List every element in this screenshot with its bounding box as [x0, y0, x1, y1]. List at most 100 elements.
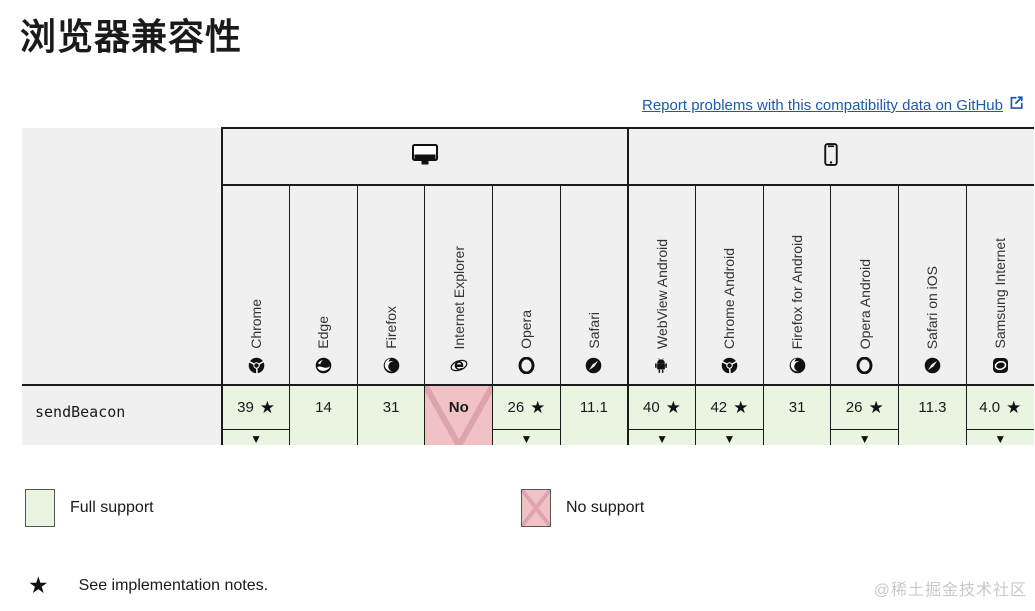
expand-notes-button[interactable]: ▼: [831, 429, 899, 445]
feature-row-sendBeacon: sendBeacon 39 ★ ▼ 14 31 No 26 ★ ▼ 11.1 40 ★ ▼ 42 ★ ▼ 31 26…: [22, 384, 1034, 445]
safari-icon: [924, 357, 941, 374]
support-cell-samsung-internet[interactable]: 4.0 ★ ▼: [965, 384, 1034, 445]
support-cell-chrome[interactable]: 39 ★ ▼: [221, 384, 290, 445]
platform-group-header-desktop: [221, 127, 628, 186]
browser-name: Internet Explorer: [450, 245, 467, 350]
edge-icon: [315, 357, 332, 374]
version-text: 26: [845, 399, 863, 416]
chrome-icon: [721, 357, 738, 374]
support-value: 42 ★: [696, 386, 763, 429]
support-cell-opera[interactable]: 26 ★ ▼: [492, 384, 561, 445]
support-value: 31: [764, 386, 831, 429]
version-text: 14: [315, 399, 332, 416]
browser-head-webview-android: WebView Android: [629, 186, 695, 384]
browser-header-opera: Opera: [492, 185, 561, 386]
support-cell-opera-android[interactable]: 26 ★ ▼: [830, 384, 899, 445]
support-value: 14: [290, 386, 357, 429]
star-icon: ★: [28, 572, 49, 598]
expand-notes-button[interactable]: ▼: [696, 429, 763, 445]
browser-header-chrome: Chrome: [221, 185, 290, 386]
support-cell-edge: 14: [289, 384, 358, 445]
support-value: 11.3: [899, 386, 966, 429]
report-link-row: Report problems with this compatibility …: [642, 95, 1024, 114]
version-text: 31: [382, 399, 400, 416]
support-cell-safari-ios: 11.3: [898, 384, 967, 445]
browser-name: Safari: [585, 312, 602, 349]
chevron-down-icon: ▼: [723, 432, 736, 445]
support-cell-firefox: 31: [356, 384, 425, 445]
browser-header-chrome-android: Chrome Android: [695, 185, 764, 386]
support-value: 26 ★: [493, 386, 560, 429]
external-link-icon: [1009, 95, 1024, 114]
implementation-note-star-icon: ★: [733, 398, 749, 417]
full-support-label: Full support: [70, 499, 154, 516]
platform-group-header-mobile: [626, 127, 1034, 186]
safari-icon: [585, 357, 602, 374]
opera-icon: [856, 356, 873, 375]
internet-explorer-icon: [450, 357, 468, 374]
browser-head-safari-ios: Safari on iOS: [899, 186, 966, 384]
support-cell-ie: No: [424, 384, 493, 445]
full-support-swatch: [25, 489, 55, 527]
support-value: No: [425, 386, 492, 429]
implementation-notes-legend: ★ See implementation notes.: [28, 574, 268, 597]
version-text: 31: [788, 399, 806, 416]
implementation-note-star-icon: ★: [868, 398, 884, 417]
support-value: 31: [358, 386, 425, 429]
version-text: 11.3: [918, 399, 947, 416]
expand-notes-button[interactable]: ▼: [223, 429, 290, 445]
support-cell-firefox-android: 31: [762, 384, 831, 445]
browser-name: Firefox for Android: [789, 234, 806, 349]
browser-head-samsung-internet: Samsung Internet: [967, 186, 1034, 384]
implementation-note-star-icon: ★: [1006, 398, 1022, 417]
report-github-link-label: Report problems with this compatibility …: [642, 97, 1003, 114]
browser-name: Chrome: [248, 299, 265, 349]
feature-name: sendBeacon: [22, 384, 223, 445]
chevron-down-icon: ▼: [656, 432, 668, 445]
browser-name: WebView Android: [654, 239, 671, 349]
browser-header-firefox-android: Firefox for Android: [762, 185, 831, 386]
support-cell-chrome-android[interactable]: 42 ★ ▼: [695, 384, 764, 445]
version-text: 11.1: [579, 399, 608, 416]
chevron-down-icon: ▼: [858, 432, 871, 445]
browser-name: Firefox: [383, 306, 400, 349]
samsung-internet-icon: [992, 357, 1009, 374]
browser-header-opera-android: Opera Android: [830, 185, 899, 386]
support-value: 40 ★: [629, 386, 695, 429]
version-text: 39: [237, 399, 254, 416]
browser-head-opera: Opera: [493, 186, 560, 384]
browser-head-chrome: Chrome: [223, 186, 289, 384]
report-github-link[interactable]: Report problems with this compatibility …: [642, 95, 1024, 114]
browser-name: Opera: [518, 310, 535, 349]
firefox-icon: [383, 357, 400, 374]
browser-header-safari-ios: Safari on iOS: [898, 185, 967, 386]
no-support-label: No support: [566, 499, 645, 516]
browser-head-ie: Internet Explorer: [425, 186, 492, 384]
chrome-icon: [248, 357, 265, 374]
expand-notes-button[interactable]: ▼: [493, 429, 560, 445]
android-icon: [654, 357, 670, 374]
firefox-icon: [789, 357, 806, 374]
opera-icon: [518, 356, 535, 375]
legend-full-support: Full support: [25, 489, 154, 527]
support-value: 39 ★: [223, 386, 289, 429]
page-title: 浏览器兼容性: [20, 17, 243, 57]
browser-head-chrome-android: Chrome Android: [696, 186, 763, 384]
chevron-down-icon: ▼: [520, 432, 533, 445]
browser-name: Opera Android: [856, 258, 873, 349]
expand-notes-button[interactable]: ▼: [628, 429, 696, 445]
support-cell-webview-android[interactable]: 40 ★ ▼: [626, 384, 696, 445]
browser-name: Chrome Android: [721, 247, 738, 349]
version-text: 4.0: [979, 399, 1001, 416]
implementation-note-star-icon: ★: [259, 398, 276, 417]
version-text: 40: [643, 399, 660, 416]
browser-head-firefox: Firefox: [358, 186, 425, 384]
implementation-note-star-icon: ★: [530, 398, 546, 417]
compat-table-container: Chrome Edge Firefox Internet Explorer Opera S…: [22, 127, 1034, 445]
browser-header-firefox: Firefox: [356, 185, 425, 386]
version-text: No: [448, 399, 469, 416]
expand-notes-button[interactable]: ▼: [966, 429, 1034, 445]
browser-head-safari: Safari: [561, 186, 627, 384]
desktop-icon: [411, 143, 438, 170]
